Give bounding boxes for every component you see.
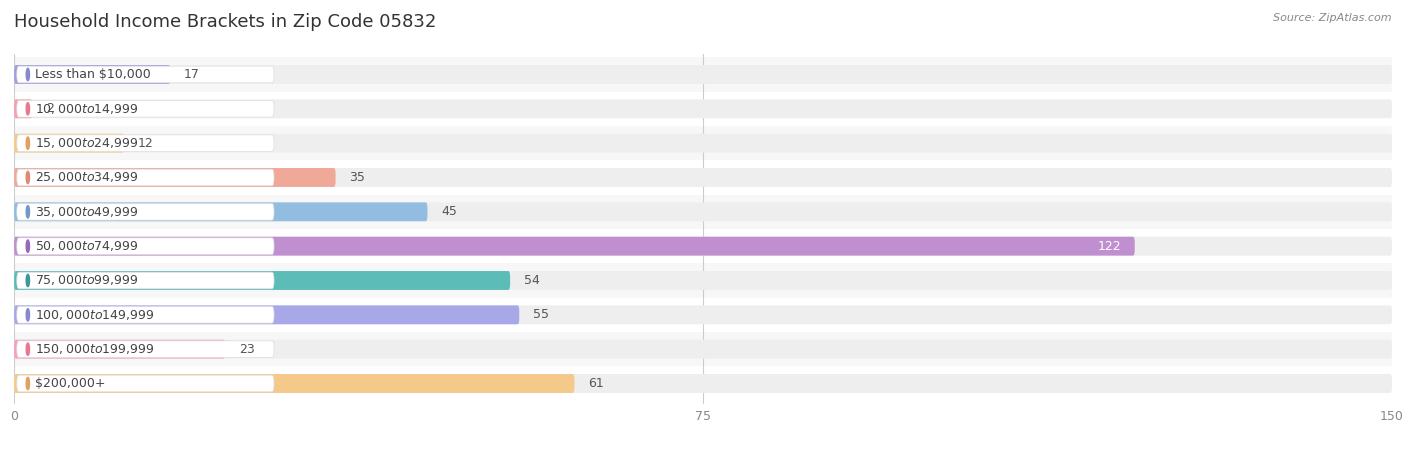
Text: $100,000 to $149,999: $100,000 to $149,999 (35, 308, 155, 322)
Text: $35,000 to $49,999: $35,000 to $49,999 (35, 205, 139, 219)
FancyBboxPatch shape (17, 307, 274, 323)
FancyBboxPatch shape (14, 195, 1392, 229)
Text: $10,000 to $14,999: $10,000 to $14,999 (35, 102, 139, 116)
Text: 54: 54 (524, 274, 540, 287)
FancyBboxPatch shape (14, 237, 1135, 255)
FancyBboxPatch shape (14, 340, 225, 359)
Circle shape (27, 172, 30, 184)
FancyBboxPatch shape (14, 134, 1392, 153)
Circle shape (27, 240, 30, 252)
Text: Less than $10,000: Less than $10,000 (35, 68, 150, 81)
Circle shape (27, 137, 30, 150)
FancyBboxPatch shape (14, 202, 1392, 221)
FancyBboxPatch shape (14, 65, 1392, 84)
FancyBboxPatch shape (14, 126, 1392, 160)
FancyBboxPatch shape (14, 374, 1392, 393)
FancyBboxPatch shape (14, 99, 1392, 118)
FancyBboxPatch shape (14, 202, 427, 221)
FancyBboxPatch shape (17, 341, 274, 357)
Circle shape (27, 343, 30, 355)
Circle shape (27, 206, 30, 218)
FancyBboxPatch shape (14, 340, 1392, 359)
Text: Household Income Brackets in Zip Code 05832: Household Income Brackets in Zip Code 05… (14, 13, 436, 31)
FancyBboxPatch shape (14, 305, 1392, 324)
FancyBboxPatch shape (14, 332, 1392, 366)
FancyBboxPatch shape (17, 66, 274, 83)
Circle shape (27, 377, 30, 390)
FancyBboxPatch shape (17, 375, 274, 392)
FancyBboxPatch shape (14, 237, 1392, 255)
Text: 23: 23 (239, 343, 254, 356)
Text: Source: ZipAtlas.com: Source: ZipAtlas.com (1274, 13, 1392, 23)
Text: 12: 12 (138, 136, 153, 150)
Circle shape (27, 308, 30, 321)
Text: $75,000 to $99,999: $75,000 to $99,999 (35, 273, 139, 287)
Text: $150,000 to $199,999: $150,000 to $199,999 (35, 342, 155, 356)
FancyBboxPatch shape (17, 272, 274, 289)
Circle shape (27, 274, 30, 286)
Text: $25,000 to $34,999: $25,000 to $34,999 (35, 171, 139, 185)
FancyBboxPatch shape (17, 238, 274, 255)
FancyBboxPatch shape (14, 134, 124, 153)
FancyBboxPatch shape (17, 135, 274, 151)
FancyBboxPatch shape (14, 57, 1392, 92)
Text: $50,000 to $74,999: $50,000 to $74,999 (35, 239, 139, 253)
FancyBboxPatch shape (14, 263, 1392, 298)
FancyBboxPatch shape (17, 203, 274, 220)
FancyBboxPatch shape (14, 65, 170, 84)
Text: $200,000+: $200,000+ (35, 377, 105, 390)
Circle shape (27, 68, 30, 81)
FancyBboxPatch shape (14, 374, 575, 393)
Text: 17: 17 (184, 68, 200, 81)
Text: 55: 55 (533, 308, 550, 321)
FancyBboxPatch shape (14, 271, 510, 290)
Text: 2: 2 (46, 102, 53, 115)
FancyBboxPatch shape (17, 101, 274, 117)
Text: 122: 122 (1097, 240, 1121, 253)
FancyBboxPatch shape (14, 168, 336, 187)
FancyBboxPatch shape (14, 271, 1392, 290)
FancyBboxPatch shape (14, 99, 32, 118)
Text: 35: 35 (349, 171, 366, 184)
FancyBboxPatch shape (14, 305, 519, 324)
Text: $15,000 to $24,999: $15,000 to $24,999 (35, 136, 139, 150)
Text: 61: 61 (588, 377, 605, 390)
FancyBboxPatch shape (14, 168, 1392, 187)
FancyBboxPatch shape (17, 169, 274, 186)
Text: 45: 45 (441, 205, 457, 218)
Circle shape (27, 103, 30, 115)
